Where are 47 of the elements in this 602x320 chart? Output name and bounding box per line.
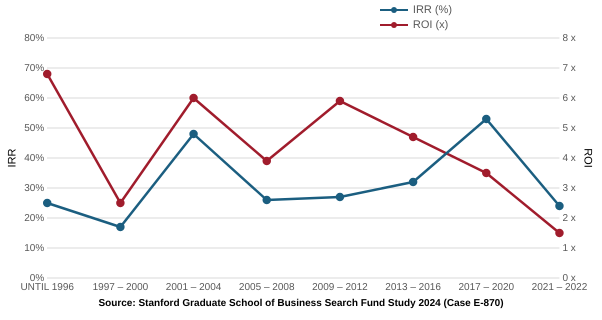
point (42, 198, 52, 208)
y-tick-label: 80% (24, 32, 44, 44)
y2-tick-label: 6 x (562, 92, 576, 104)
point (482, 168, 491, 178)
point (555, 202, 564, 210)
point (262, 156, 271, 166)
y-tick-label: 50% (24, 122, 44, 134)
y2-tick-label: 8 x (562, 32, 576, 44)
source-note: Source: Stanford Graduate School of Business Search Fund Study 2024 (Case E-870) (97, 298, 505, 309)
point (42, 70, 52, 78)
y-tick-label: 40% (24, 152, 44, 164)
point (189, 94, 198, 102)
x-tick-label: 1997 – 2000 (92, 282, 149, 293)
x-tick-label: 2009 – 2012 (312, 282, 368, 293)
point (336, 96, 344, 106)
y2-tick-label: 0 x (562, 272, 576, 284)
y-tick-label: 60% (24, 92, 44, 104)
point (262, 196, 271, 204)
y2-tick-label: 4 x (562, 152, 576, 164)
y-tick-label: 70% (24, 62, 44, 74)
point (116, 198, 125, 208)
x-tick-label: 2013 – 2016 (385, 282, 442, 293)
y2-tick-label: 3 x (562, 182, 576, 194)
point (336, 192, 344, 202)
y2-tick-label: 5 x (562, 122, 576, 134)
x-tick-label: UNTIL 1996 (20, 282, 74, 293)
y2-axis-title: ROI (581, 148, 594, 168)
y-tick-label: 10% (24, 242, 44, 254)
point (189, 130, 198, 138)
x-tick-label: 2017 – 2020 (458, 282, 515, 293)
x-tick-label: 2021 – 2022 (532, 282, 588, 293)
point (408, 178, 418, 186)
y-tick-label: 30% (24, 182, 44, 194)
y2-tick-label: 2 x (562, 212, 576, 224)
point (482, 114, 491, 124)
point (408, 132, 418, 142)
y2-tick-label: 1 x (562, 242, 576, 254)
legend-label: IRR (%) (412, 4, 452, 16)
y-axis-title: IRR (6, 148, 19, 168)
y-tick-label: 0% (30, 272, 44, 284)
x-tick-label: 2005 – 2008 (238, 282, 295, 293)
legend-label: ROI (x) (412, 18, 448, 30)
y2-tick-label: 7 x (562, 62, 576, 74)
point (116, 222, 125, 232)
point (555, 228, 564, 238)
x-tick-label: 2001 – 2004 (166, 282, 222, 293)
y-tick-label: 20% (24, 212, 44, 224)
